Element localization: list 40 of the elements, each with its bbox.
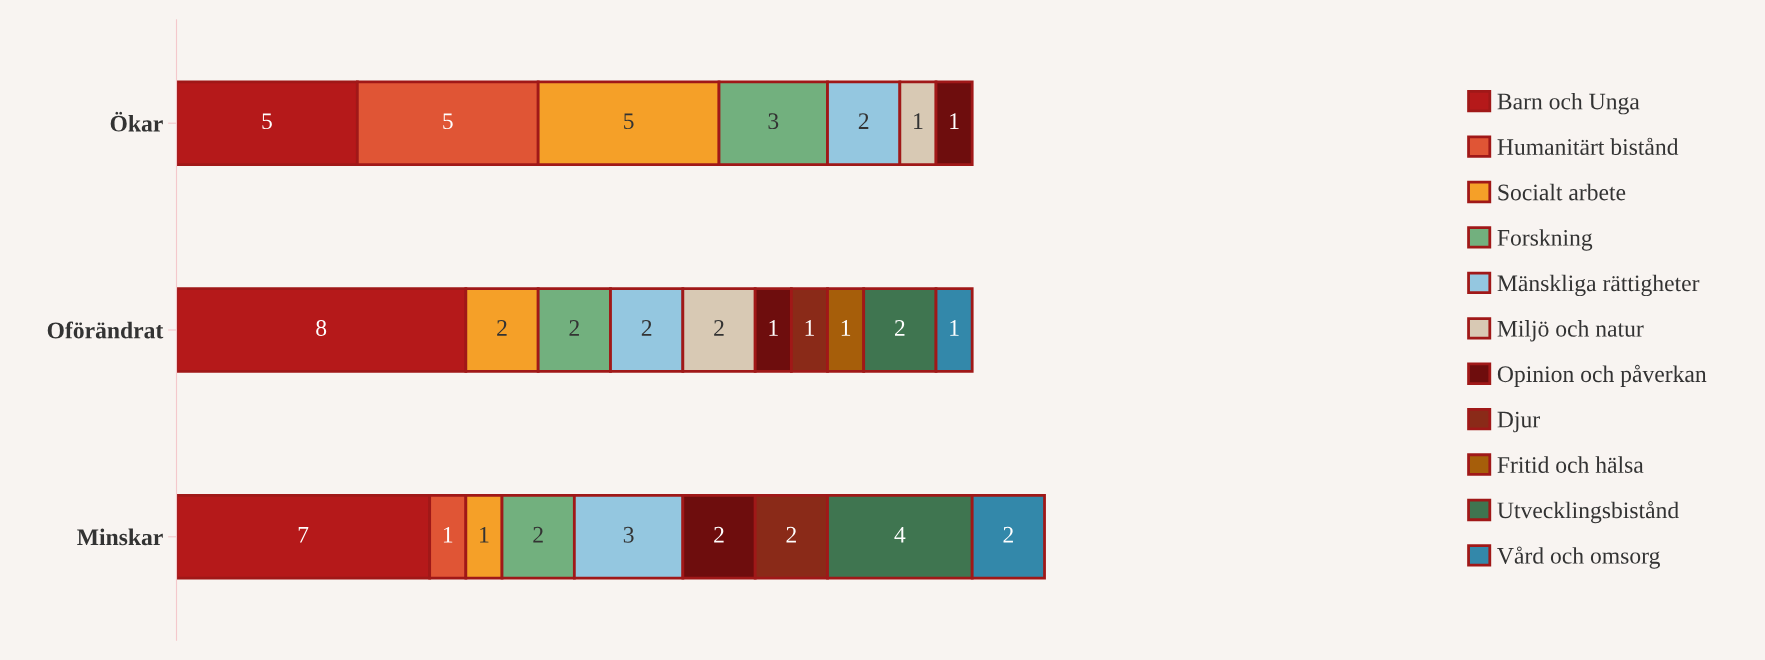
- data-label: 1: [805, 320, 814, 336]
- data-label: 5: [624, 113, 634, 130]
- legend-label: Fritid och hälsa: [1497, 456, 1644, 473]
- data-label: 5: [443, 113, 453, 130]
- y-tick-label: Minskar: [77, 528, 163, 546]
- data-label: 3: [768, 113, 779, 130]
- data-label: 2: [497, 320, 507, 336]
- legend-label: Mänskliga rättigheter: [1497, 274, 1700, 297]
- data-label: 1: [841, 320, 851, 336]
- data-label: 1: [950, 113, 959, 129]
- legend-label: Utvecklingsbistånd: [1497, 501, 1679, 524]
- data-label: 4: [894, 526, 906, 543]
- data-label: 1: [914, 113, 923, 129]
- data-label: 2: [714, 320, 724, 336]
- y-tick-label: Oförändrat: [47, 321, 164, 339]
- legend-label: Vård och omsorg: [1497, 546, 1660, 569]
- data-label: 7: [298, 527, 309, 543]
- y-tick-label: Ökar: [110, 111, 163, 132]
- data-label: 2: [858, 113, 869, 129]
- data-label: 2: [569, 320, 579, 336]
- data-label: 1: [950, 320, 959, 336]
- data-label: 2: [714, 526, 724, 543]
- data-label: 1: [769, 320, 778, 336]
- data-label: 2: [641, 320, 652, 336]
- legend-label: Forskning: [1497, 229, 1593, 251]
- legend-label: Humanitärt bistånd: [1497, 137, 1679, 155]
- data-label: 3: [623, 526, 634, 543]
- legend-label: Miljö och natur: [1497, 320, 1644, 342]
- data-label: 8: [316, 319, 327, 336]
- data-label: 1: [443, 526, 453, 543]
- data-label: 2: [894, 320, 905, 336]
- data-label: 2: [786, 526, 796, 543]
- data-label: 5: [262, 113, 272, 130]
- legend-label: Opinion och påverkan: [1497, 364, 1707, 387]
- legend-label: Socialt arbete: [1498, 183, 1626, 201]
- legend-label: Barn och Unga: [1497, 92, 1640, 115]
- data-label: 1: [480, 526, 489, 543]
- legend-label: Djur: [1497, 411, 1540, 433]
- data-label: 2: [533, 526, 543, 543]
- data-label: 2: [1003, 526, 1013, 543]
